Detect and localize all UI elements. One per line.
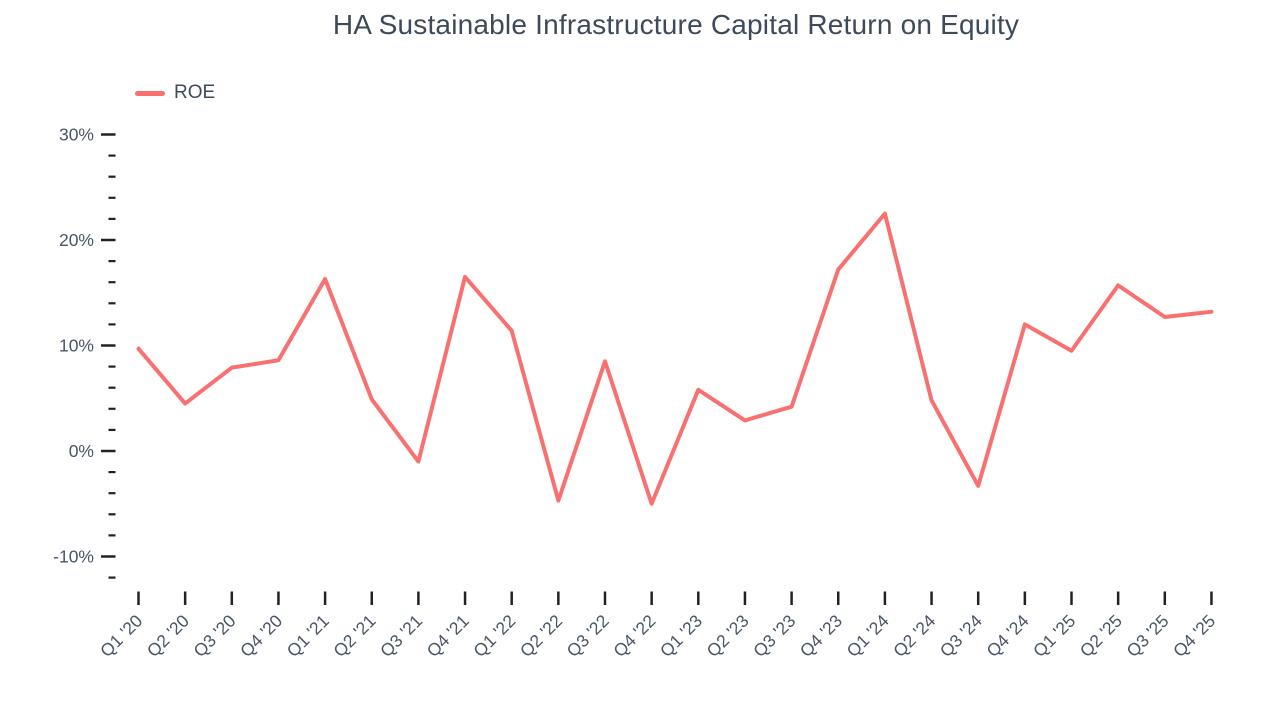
x-axis-tick-label: Q4 '25: [1169, 611, 1219, 661]
legend-line-swatch: [135, 90, 165, 96]
y-axis-tick-label: -10%: [53, 547, 94, 567]
x-axis-tick-label: Q4 '24: [982, 610, 1032, 660]
x-axis-tick-label: Q4 '21: [423, 611, 473, 661]
x-axis-tick-label: Q4 '20: [236, 610, 286, 660]
x-axis-tick-label: Q3 '25: [1122, 611, 1172, 661]
x-axis-tick-label: Q4 '23: [796, 611, 846, 661]
x-axis-tick-label: Q4 '22: [609, 611, 659, 661]
y-axis-tick-label: 20%: [59, 230, 94, 250]
x-axis-tick-label: Q3 '23: [749, 611, 799, 661]
x-axis-tick-label: Q2 '25: [1076, 611, 1126, 661]
x-axis-tick-label: Q2 '23: [703, 611, 753, 661]
x-axis-tick-label: Q2 '24: [889, 610, 939, 660]
x-axis-tick-label: Q1 '25: [1029, 611, 1079, 661]
roe-line-series[interactable]: [136, 211, 1214, 506]
y-axis-tick-label: 10%: [59, 336, 94, 356]
legend: ROE: [135, 82, 215, 104]
chart-title: HA Sustainable Infrastructure Capital Re…: [332, 9, 1020, 40]
x-axis-tick-label: Q1 '22: [469, 611, 519, 661]
x-axis-tick-label: Q2 '20: [143, 610, 193, 660]
x-axis-tick-label: Q2 '22: [516, 611, 566, 661]
x-axis-tick-label: Q3 '20: [189, 610, 239, 660]
y-axis-tick-label: 30%: [59, 125, 94, 145]
x-axis-tick-label: Q3 '22: [563, 611, 613, 661]
y-axis-tick-label: 0%: [69, 441, 94, 461]
x-axis-tick-label: Q1 '21: [283, 611, 333, 661]
x-axis-tick-label: Q1 '23: [656, 611, 706, 661]
x-axis-tick-label: Q3 '21: [376, 611, 426, 661]
x-axis-tick-label: Q2 '21: [329, 611, 379, 661]
legend-label: ROE: [174, 82, 216, 103]
x-axis-tick-label: Q1 '24: [843, 610, 893, 660]
x-axis-tick-label: Q1 '20: [96, 610, 146, 660]
x-axis-tick-label: Q3 '24: [936, 610, 986, 660]
